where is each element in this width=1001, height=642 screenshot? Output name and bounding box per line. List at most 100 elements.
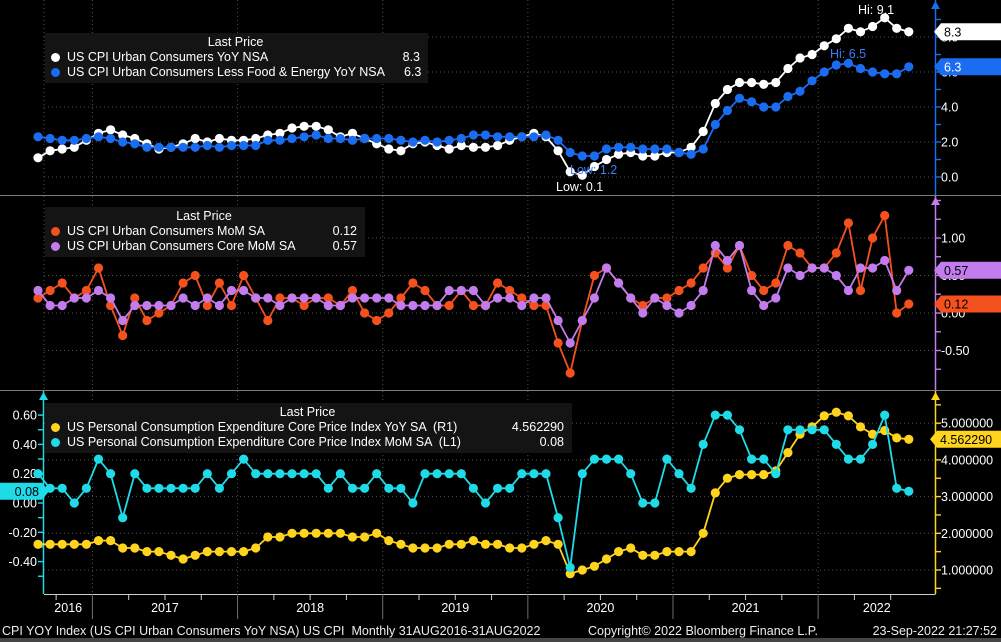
data-point [553,513,563,523]
data-point [190,550,200,560]
data-point [698,439,708,449]
legend-title: Last Price [207,35,264,49]
data-point [263,293,273,303]
data-point [299,121,309,131]
data-point [432,543,442,553]
data-point [360,293,370,303]
data-point [904,265,914,275]
data-point [384,293,394,303]
data-point [142,315,152,326]
data-point [251,133,261,144]
data-point [251,543,261,553]
data-point [601,263,612,273]
data-point [468,130,478,140]
data-point [783,91,793,102]
series-core_cpi_yoy [33,58,914,161]
data-point [323,133,333,144]
copyright-text: Copyright© 2022 Bloomberg Finance L.P. [588,624,818,638]
left-axis: 0.60 0.40 0.20 0.00 -0.20 -0.40 [9,391,48,594]
data-point [710,119,720,130]
data-point [396,293,406,303]
badge-text: 8.3 [944,25,961,39]
data-point [335,469,345,479]
data-point [311,528,321,538]
data-point [420,543,430,553]
data-point [444,539,454,549]
data-point [480,539,491,549]
data-point [807,76,817,86]
data-point [868,439,878,449]
data-point [529,132,539,142]
data-point [868,263,878,273]
data-point [69,539,79,549]
legend-item-pce-mom[interactable]: US Personal Consumption Expenditure Core… [51,435,564,449]
data-point [347,128,358,138]
badge-shape [0,482,49,500]
data-point [33,539,43,549]
year-label: 2020 [587,601,615,615]
panel-cpi-mom-plot[interactable]: 1.000.500.00-0.500.570.12 [0,196,1001,390]
data-point [239,140,249,151]
axis-tick-label: 3.000000 [941,490,993,504]
axis-tick-label: -0.20 [9,526,38,540]
data-point [432,469,442,479]
data-point [190,142,200,152]
data-point [456,133,466,144]
year-label: 2021 [732,601,760,615]
data-point [722,263,733,273]
data-point [493,278,503,288]
data-point [45,285,55,296]
data-point [480,300,491,311]
data-point [747,77,757,88]
data-point [493,132,503,142]
data-point [45,300,55,311]
data-point [601,454,612,464]
data-point [734,77,745,88]
axis-tick-label: 0.0 [941,171,958,185]
data-point [541,536,551,546]
hi-lo-annotation: Hi: 6.5 [830,47,866,61]
data-point [178,554,188,564]
data-point [372,293,382,303]
data-point [166,142,176,152]
badge-shape [930,430,1001,448]
data-point [166,300,176,311]
data-point [142,547,152,557]
data-point [360,133,370,144]
data-point [81,483,91,493]
data-point [904,434,914,444]
data-point [396,483,406,493]
year-label: 2018 [296,601,324,615]
data-point [33,153,43,163]
year-label: 2022 [863,601,891,615]
data-point [420,135,430,145]
data-point [662,144,672,154]
data-point [662,454,672,464]
legend-item-core-cpi-mom[interactable]: US CPI Urban Consumers Core MoM SA 0.57 [51,239,357,253]
panel-pce-plot[interactable]: 5.000000 4.000000 3.000000 2.000000 1.000000… [0,391,1001,594]
data-point [601,144,612,154]
data-point [565,562,575,573]
panel-cpi-yoy-plot[interactable]: 8.06.04.02.00.08.36.3Hi: 9.1Hi: 6.5Low: … [0,0,1001,195]
data-point [154,547,164,557]
axis-tick-label: -0.50 [941,344,970,358]
series-pce_core_mom [33,410,914,573]
data-point [819,41,829,51]
data-point [456,140,466,151]
legend-item-pce-yoy[interactable]: US Personal Consumption Expenditure Core… [51,420,564,434]
legend-item-core-cpi-yoy[interactable]: US CPI Urban Consumers Less Food & Energ… [51,65,421,79]
axis-tick-label: 0.40 [13,438,37,452]
data-point [614,278,624,288]
legend-title: Last Price [279,405,336,419]
data-point [420,300,430,311]
legend-item-cpi-mom[interactable]: US CPI Urban Consumers MoM SA 0.12 [51,224,357,238]
legend-value: 4.562290 [511,420,564,434]
legend-item-cpi-yoy[interactable]: US CPI Urban Consumers YoY NSA 8.3 [51,50,420,64]
data-point [311,293,321,303]
series-dot-icon [51,67,60,77]
data-point [577,565,587,575]
data-point [747,285,757,296]
data-point [686,142,696,152]
data-point [807,263,817,273]
data-point [287,133,297,144]
